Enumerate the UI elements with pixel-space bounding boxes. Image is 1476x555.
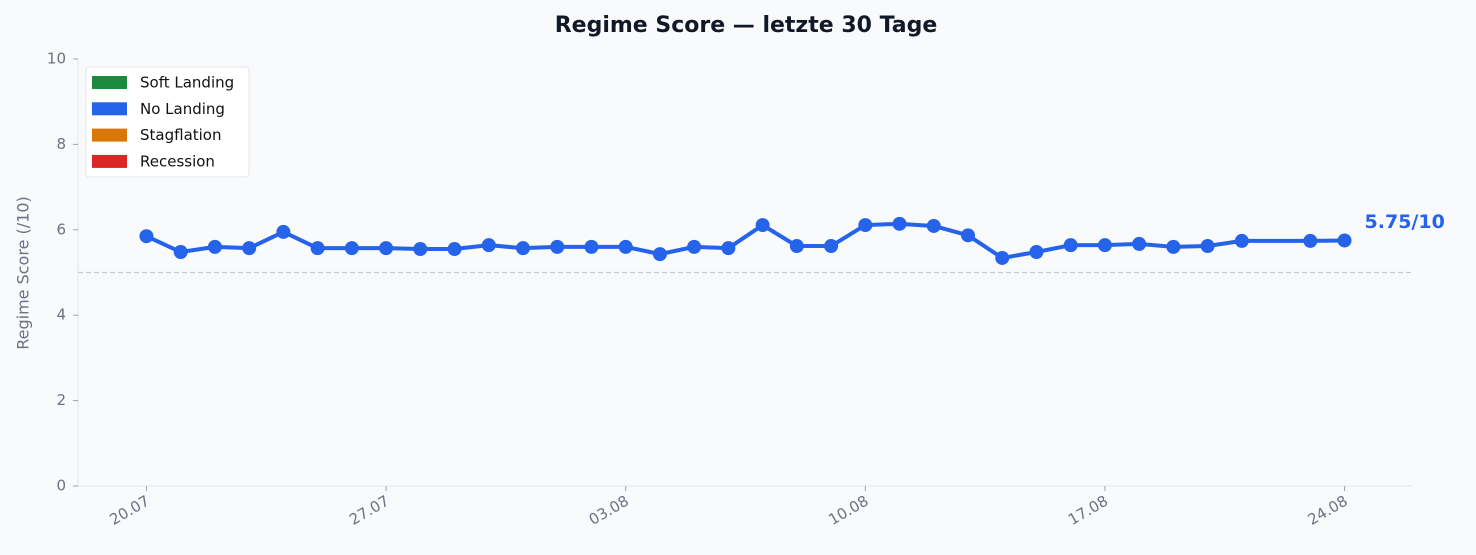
point — [584, 239, 599, 254]
point — [139, 229, 154, 244]
legend-box — [85, 66, 250, 178]
point — [652, 247, 667, 262]
legend-label: Recession — [140, 152, 215, 170]
point — [824, 239, 839, 254]
point — [1029, 245, 1044, 260]
point — [1303, 233, 1318, 248]
point — [207, 239, 222, 254]
point — [1337, 233, 1352, 248]
legend-swatch — [92, 102, 127, 116]
point — [310, 241, 325, 256]
point — [1132, 236, 1147, 251]
legend: Soft Landing No Landing Stagflation Recessi… — [85, 66, 250, 178]
point — [242, 241, 257, 256]
point — [618, 239, 633, 254]
point — [687, 239, 702, 254]
point — [995, 250, 1010, 265]
point — [721, 241, 736, 256]
point — [550, 239, 565, 254]
y-tick-label: 0 — [56, 477, 66, 495]
y-tick-label: 10 — [47, 50, 66, 68]
point — [276, 224, 291, 239]
point — [1234, 233, 1249, 248]
point — [892, 216, 907, 231]
point — [1063, 238, 1078, 253]
y-axis-label: Regime Score (/10) — [14, 196, 33, 350]
point — [481, 238, 496, 253]
point — [344, 241, 359, 256]
chart-title: Regime Score — letzte 30 Tage — [555, 13, 938, 38]
point — [926, 218, 941, 233]
point — [173, 245, 188, 260]
point — [755, 218, 770, 233]
point — [447, 242, 462, 257]
point — [789, 239, 804, 254]
point — [516, 241, 530, 256]
point — [413, 242, 428, 257]
point — [379, 241, 394, 256]
legend-swatch — [92, 128, 127, 142]
annotation: 5.75/10 — [1365, 211, 1445, 233]
y-tick-label: 6 — [56, 220, 66, 238]
point — [961, 228, 975, 243]
legend-label: No Landing — [140, 100, 225, 118]
legend-swatch — [92, 154, 127, 168]
legend-label: Soft Landing — [140, 74, 234, 92]
y-tick-label: 2 — [56, 391, 66, 409]
y-tick-label: 8 — [56, 135, 66, 153]
legend-label: Stagflation — [140, 126, 222, 144]
y-tick-label: 4 — [56, 306, 66, 324]
point — [858, 218, 873, 233]
point — [1200, 239, 1215, 254]
point — [1166, 239, 1181, 254]
legend-swatch — [92, 76, 127, 89]
point — [1097, 238, 1112, 253]
